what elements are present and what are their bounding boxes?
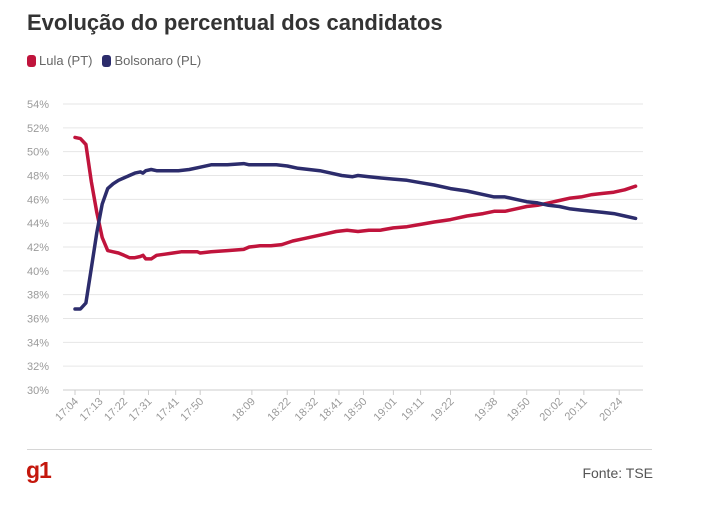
x-tick-label: 17:50 [178,396,206,424]
x-tick-label: 19:22 [429,396,457,424]
x-tick-label: 17:22 [102,396,130,424]
x-tick-label: 19:38 [472,396,500,424]
x-tick-label: 18:32 [293,396,321,424]
y-tick-label: 48% [27,171,49,183]
x-tick-label: 20:24 [597,396,625,424]
y-tick-label: 32% [27,361,49,373]
y-tick-label: 38% [27,290,49,302]
x-tick-label: 17:04 [53,396,81,424]
footer-divider [27,449,652,450]
y-tick-label: 54% [27,99,49,111]
x-tick-label: 20:11 [563,396,590,423]
x-tick-label: 19:50 [505,396,533,424]
y-tick-label: 40% [27,266,49,278]
line-chart: 54% 52% 50% 48% 46% 44% 42% 40% 38% 36% 34% 32% 30% 1… [27,99,643,424]
x-tick-label: 18:22 [265,396,293,424]
x-tick-label: 17:31 [127,396,155,424]
legend-item-lula[interactable]: Lula (PT) [27,53,92,68]
y-tick-label: 44% [27,218,49,230]
x-tick-label: 18:50 [342,396,370,424]
y-tick-label: 36% [27,314,49,326]
series-line-bolsonaro [73,161,638,311]
legend-swatch-bolsonaro [102,54,112,67]
y-tick-label: 50% [27,147,49,159]
g1-logo[interactable]: g1 [26,457,52,483]
x-tick-label: 18:41 [317,396,345,424]
x-tick-label: 17:41 [154,396,182,424]
chart-legend: Lula (PT) Bolsonaro (PL) [27,53,211,68]
x-tick-label: 19:01 [372,396,400,424]
y-tick-label: 30% [27,385,49,397]
y-tick-label: 42% [27,242,49,254]
x-tick-label: 18:09 [230,396,258,424]
legend-label-bolsonaro: Bolsonaro (PL) [114,53,202,68]
y-tick-label: 34% [27,337,49,349]
y-tick-label: 52% [27,123,49,135]
x-tick-label: 17:13 [78,396,106,424]
legend-item-bolsonaro[interactable]: Bolsonaro (PL) [102,53,201,68]
legend-label-lula: Lula (PT) [39,53,93,68]
y-tick-label: 46% [27,194,49,206]
source-note: Fonte: TSE [582,465,653,481]
series-line-lula [73,135,638,261]
legend-swatch-lula [27,54,36,67]
page-title: Evolução do percentual dos candidatos [27,10,443,35]
x-tick-label: 19:11 [399,396,426,423]
x-tick-label: 20:02 [538,396,566,424]
